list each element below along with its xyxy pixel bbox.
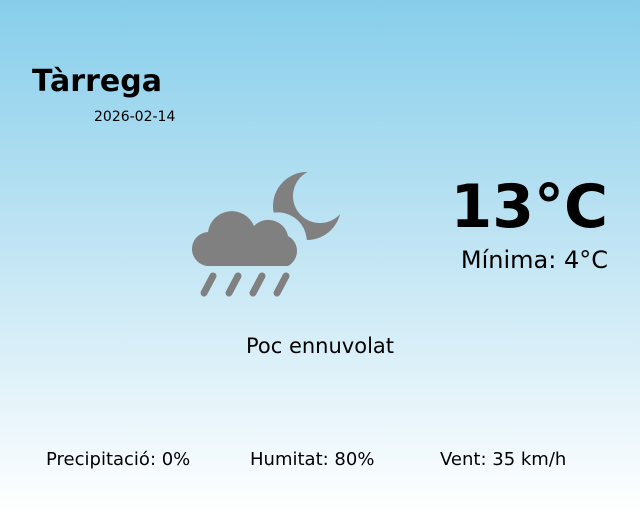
city-name: Tàrrega xyxy=(32,64,162,99)
minimum-temperature: Mínima: 4°C xyxy=(460,246,608,274)
humidity-stat: Humitat: 80% xyxy=(250,449,375,470)
forecast-date: 2026-02-14 xyxy=(94,109,176,125)
current-temperature: 13°C xyxy=(450,172,608,242)
wind-stat: Vent: 35 km/h xyxy=(440,449,567,470)
rain-cloud-moon-icon xyxy=(191,172,341,297)
rain-drops xyxy=(200,272,290,297)
weather-description: Poc ennuvolat xyxy=(245,334,395,358)
precipitation-stat: Precipitació: 0% xyxy=(46,449,191,470)
